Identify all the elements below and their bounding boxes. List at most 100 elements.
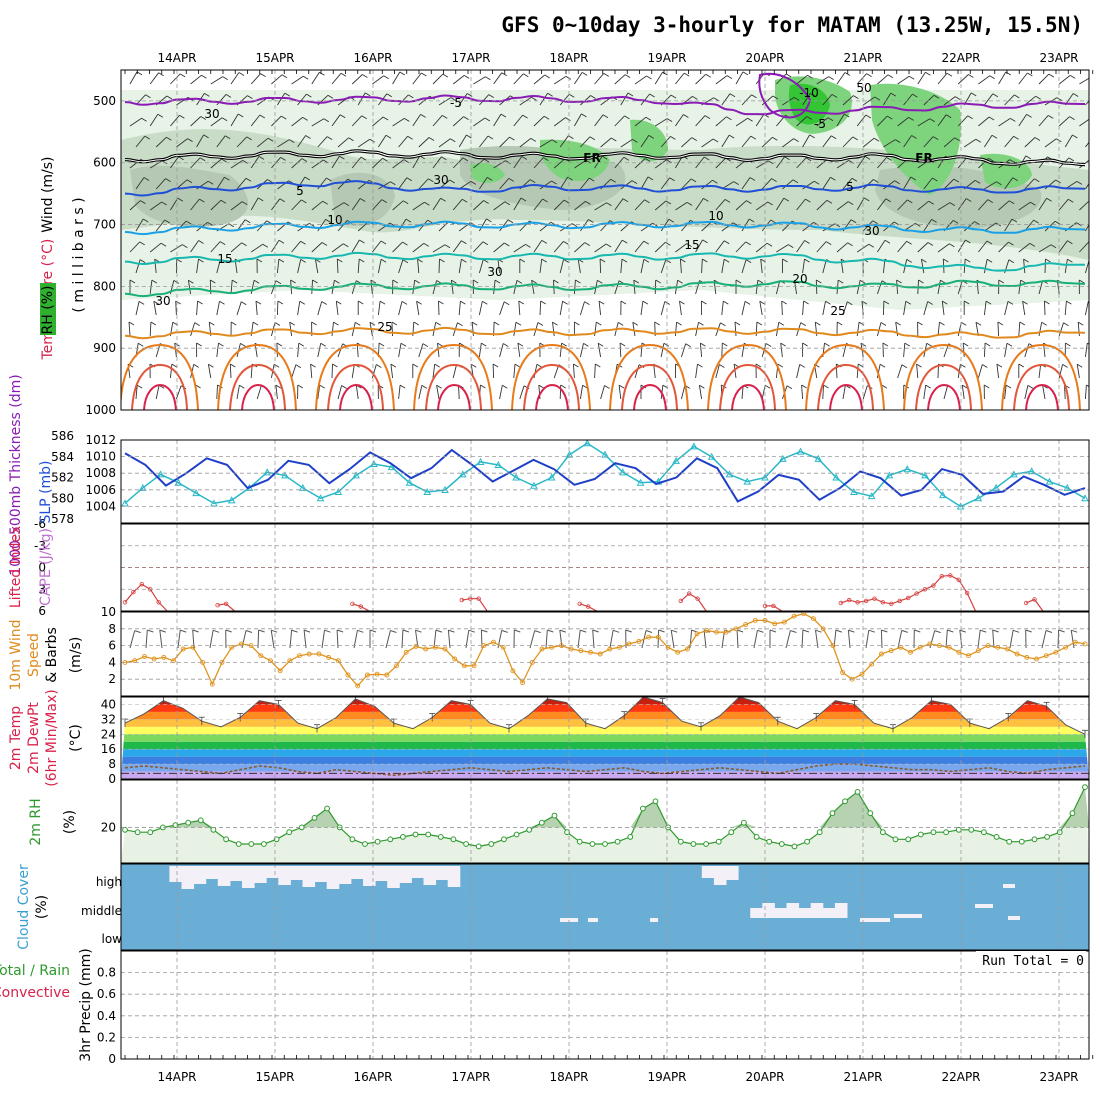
wind-barb — [862, 96, 875, 106]
wind-barb — [196, 259, 199, 274]
wind-barb-flag — [417, 258, 423, 263]
wind-barb-flag — [896, 279, 902, 284]
lifted-index-tick-label: 3 — [38, 582, 46, 596]
thickness-marker — [334, 487, 343, 496]
wind-barb — [539, 300, 542, 316]
wind-barb — [640, 222, 653, 232]
wind-barb — [755, 321, 758, 337]
wind-barb-flag — [749, 177, 756, 181]
wind-barb-flag — [590, 95, 596, 99]
thickness-marker — [565, 450, 574, 458]
date-label-top: 23APR — [1039, 51, 1078, 65]
wind-barb-flag — [597, 342, 604, 347]
wind-barb-flag — [466, 134, 472, 139]
wind-barb — [297, 135, 306, 148]
wind-barb-flag — [827, 117, 834, 122]
wind-speed-unit-label: (m/s) — [68, 637, 84, 674]
wind-barb — [291, 364, 297, 379]
wind-barb-flag — [1055, 179, 1061, 184]
lifted-index-marker — [956, 577, 961, 582]
cloud-high-gap — [326, 866, 340, 889]
wind-barb-flag — [665, 200, 672, 205]
wind-barb-flag — [1076, 363, 1083, 368]
cloud-tick-label: middle — [81, 904, 122, 918]
wind-barb-flag — [179, 73, 186, 78]
wind-barb-flag — [239, 384, 245, 389]
panel-frame — [120, 523, 1090, 612]
wind-barb-flag — [583, 343, 589, 347]
wind-barb — [755, 201, 768, 211]
isotherm-30 — [903, 343, 983, 410]
wind-barb-flag — [1062, 364, 1068, 368]
wind-barb — [1085, 141, 1089, 148]
surface-wind-barb-flag — [258, 629, 265, 633]
wind-barb-flag — [507, 219, 514, 224]
wind-barb-flag — [907, 199, 913, 204]
wind-barb — [715, 199, 726, 211]
temperature-band — [121, 719, 1089, 727]
panel8-labels: Total / Rain Convective 3hr Precip (mm) … — [0, 948, 1086, 1062]
wind-barb — [553, 117, 566, 127]
cloud-middle-gap — [834, 903, 848, 918]
wind-speed-marker — [675, 649, 681, 655]
wind-speed-marker — [966, 653, 972, 659]
thickness-slp-panel — [121, 439, 1089, 510]
wind-barb-flag — [503, 301, 510, 306]
wind-barb — [392, 241, 403, 253]
wind-barb-flag — [697, 363, 703, 368]
surface-wind-barb — [865, 630, 870, 649]
wind-barb-flag — [486, 218, 492, 223]
isotherm-35 — [915, 363, 972, 410]
wind-barb-flag — [911, 135, 917, 139]
date-label-bottom: 20APR — [745, 1070, 784, 1084]
wind-barb — [572, 363, 575, 379]
wind-barb-flag — [166, 136, 172, 141]
cloud-cover-axis-label: Cloud Cover — [16, 864, 32, 950]
wind-barb — [802, 259, 805, 274]
wind-barb-flag — [880, 322, 887, 326]
wind-barb-flag — [295, 364, 302, 369]
wind-barb — [1018, 201, 1031, 211]
cloud-high-gap — [447, 866, 461, 887]
date-label-top: 15APR — [255, 51, 294, 65]
wind-barb — [996, 364, 1000, 379]
date-label-bottom: 14APR — [157, 1070, 196, 1084]
wind-barb-flag — [552, 321, 558, 326]
wind-barb — [317, 136, 328, 148]
wind-barb — [1004, 301, 1009, 316]
isotherm-minus10-closed — [758, 72, 812, 119]
wind-barb — [1058, 116, 1070, 127]
surface-wind-barb-flag — [303, 629, 311, 633]
wind-barb-flag — [277, 300, 284, 305]
wind-barb — [1085, 182, 1089, 190]
wind-barb-flag — [954, 96, 961, 100]
wind-barb — [761, 136, 773, 148]
wind-barb-flag — [536, 363, 543, 368]
rh-contour-label: 30 — [155, 294, 170, 308]
wind-barb-flag — [140, 200, 146, 204]
wind-speed-marker — [1053, 649, 1059, 655]
wind-barb — [351, 74, 363, 85]
wind-barb — [923, 136, 934, 148]
wind-barb — [842, 95, 854, 106]
wind-barb — [816, 76, 829, 85]
wind-barb-flag — [413, 321, 420, 326]
wind-barb-flag — [255, 300, 262, 305]
wind-barb-flag — [142, 218, 149, 223]
panel6-labels: 2m RH (%) — [28, 798, 78, 845]
surface-wind-barb-flag — [435, 629, 443, 633]
wind-barb-flag — [906, 259, 912, 263]
wind-barb-flag — [129, 279, 136, 284]
wind-barb-flag — [765, 343, 772, 347]
wind-barb-flag — [378, 342, 385, 347]
wind-barb-flag — [143, 177, 150, 181]
isotherm-15 — [124, 251, 1086, 272]
wind-barb-flag — [985, 300, 992, 305]
lifted-index-line — [124, 583, 168, 612]
surface-wind-barb-flag — [769, 629, 777, 633]
thickness-marker — [938, 491, 947, 499]
wind-barb-flag — [816, 279, 822, 284]
wind-barb — [822, 177, 831, 190]
wind-barb-flag — [144, 135, 151, 140]
wind-speed-label-c: & Barbs — [44, 627, 60, 683]
